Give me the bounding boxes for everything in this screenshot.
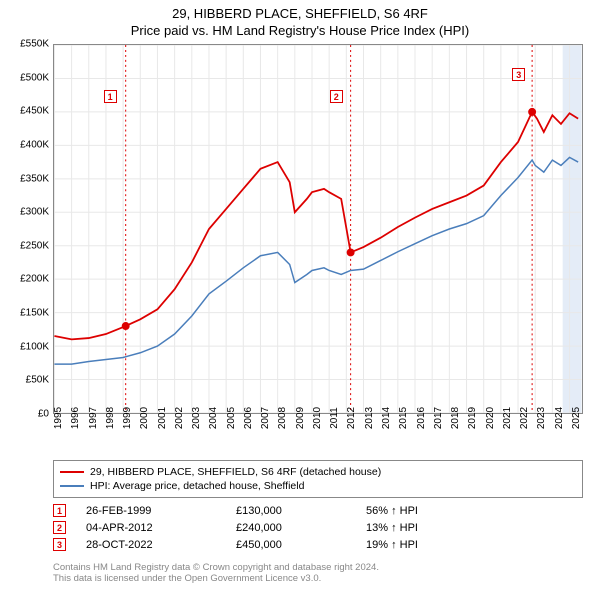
legend-swatch	[60, 485, 84, 487]
x-tick-label: 2018	[450, 407, 461, 429]
sale-date: 26-FEB-1999	[86, 505, 236, 517]
sale-row: 3 28-OCT-2022£450,00019% ↑ HPI	[53, 536, 583, 553]
y-tick-label: £0	[38, 409, 49, 420]
sale-price: £450,000	[236, 539, 366, 551]
x-tick-label: 2006	[243, 407, 254, 429]
y-tick-label: £350K	[20, 173, 49, 184]
attribution-line2: This data is licensed under the Open Gov…	[53, 573, 583, 584]
x-axis: 1995199619971998199920002001200220032004…	[53, 414, 583, 454]
sale-row: 2 04-APR-2012£240,00013% ↑ HPI	[53, 519, 583, 536]
legend-item: HPI: Average price, detached house, Shef…	[60, 479, 576, 493]
x-tick-label: 2021	[502, 407, 513, 429]
y-tick-label: £100K	[20, 341, 49, 352]
x-tick-label: 2004	[208, 407, 219, 429]
x-tick-label: 2025	[571, 407, 582, 429]
y-tick-label: £400K	[20, 139, 49, 150]
x-tick-label: 2019	[467, 407, 478, 429]
sale-marker-box: 2	[330, 90, 343, 103]
x-tick-label: 2000	[139, 407, 150, 429]
legend-label: HPI: Average price, detached house, Shef…	[90, 480, 304, 492]
sales-table: 1 26-FEB-1999£130,00056% ↑ HPI 2 04-APR-201…	[53, 502, 583, 553]
sale-hpi: 19% ↑ HPI	[366, 539, 583, 551]
x-tick-label: 1995	[53, 407, 64, 429]
legend-label: 29, HIBBERD PLACE, SHEFFIELD, S6 4RF (de…	[90, 466, 381, 478]
y-tick-label: £150K	[20, 308, 49, 319]
sale-hpi: 56% ↑ HPI	[366, 505, 583, 517]
x-tick-label: 1999	[122, 407, 133, 429]
y-tick-label: £200K	[20, 274, 49, 285]
x-tick-label: 2010	[312, 407, 323, 429]
sale-row-marker: 2	[53, 521, 66, 534]
x-tick-label: 2017	[433, 407, 444, 429]
x-tick-label: 2016	[416, 407, 427, 429]
x-tick-label: 2007	[260, 407, 271, 429]
x-tick-label: 2009	[295, 407, 306, 429]
x-tick-label: 2002	[174, 407, 185, 429]
x-tick-label: 2008	[277, 407, 288, 429]
legend-swatch	[60, 471, 84, 473]
sale-hpi: 13% ↑ HPI	[366, 522, 583, 534]
x-tick-label: 2013	[364, 407, 375, 429]
x-tick-label: 2011	[329, 407, 340, 429]
sale-row-marker: 1	[53, 504, 66, 517]
sale-row: 1 26-FEB-1999£130,00056% ↑ HPI	[53, 502, 583, 519]
y-tick-label: £500K	[20, 72, 49, 83]
y-tick-label: £250K	[20, 240, 49, 251]
sale-date: 28-OCT-2022	[86, 539, 236, 551]
y-tick-label: £300K	[20, 207, 49, 218]
y-axis: £0£50K£100K£150K£200K£250K£300K£350K£400…	[0, 44, 53, 414]
chart-container: 29, HIBBERD PLACE, SHEFFIELD, S6 4RF Pri…	[0, 0, 600, 590]
x-tick-label: 2024	[554, 407, 565, 429]
x-tick-label: 2023	[536, 407, 547, 429]
legend-item: 29, HIBBERD PLACE, SHEFFIELD, S6 4RF (de…	[60, 465, 576, 479]
y-tick-label: £50K	[26, 375, 49, 386]
x-tick-label: 2012	[346, 407, 357, 429]
x-tick-label: 2001	[157, 407, 168, 429]
sale-row-marker: 3	[53, 538, 66, 551]
x-tick-label: 2003	[191, 407, 202, 429]
x-tick-label: 1998	[105, 407, 116, 429]
y-tick-label: £550K	[20, 39, 49, 50]
x-tick-label: 1997	[88, 407, 99, 429]
legend: 29, HIBBERD PLACE, SHEFFIELD, S6 4RF (de…	[53, 460, 583, 498]
chart-title-address: 29, HIBBERD PLACE, SHEFFIELD, S6 4RF	[0, 0, 600, 21]
sale-marker-box: 3	[512, 68, 525, 81]
sale-price: £130,000	[236, 505, 366, 517]
x-tick-label: 2022	[519, 407, 530, 429]
plot-area: 1 2 3	[53, 44, 583, 414]
sale-date: 04-APR-2012	[86, 522, 236, 534]
chart-title-subtitle: Price paid vs. HM Land Registry's House …	[0, 21, 600, 38]
x-tick-label: 2015	[398, 407, 409, 429]
x-tick-label: 2014	[381, 407, 392, 429]
y-tick-label: £450K	[20, 106, 49, 117]
attribution-line1: Contains HM Land Registry data © Crown c…	[53, 562, 583, 573]
attribution: Contains HM Land Registry data © Crown c…	[53, 562, 583, 585]
chart-svg	[54, 45, 582, 413]
sale-price: £240,000	[236, 522, 366, 534]
x-tick-label: 2005	[226, 407, 237, 429]
sale-marker-box: 1	[104, 90, 117, 103]
x-tick-label: 2020	[485, 407, 496, 429]
x-tick-label: 1996	[70, 407, 81, 429]
